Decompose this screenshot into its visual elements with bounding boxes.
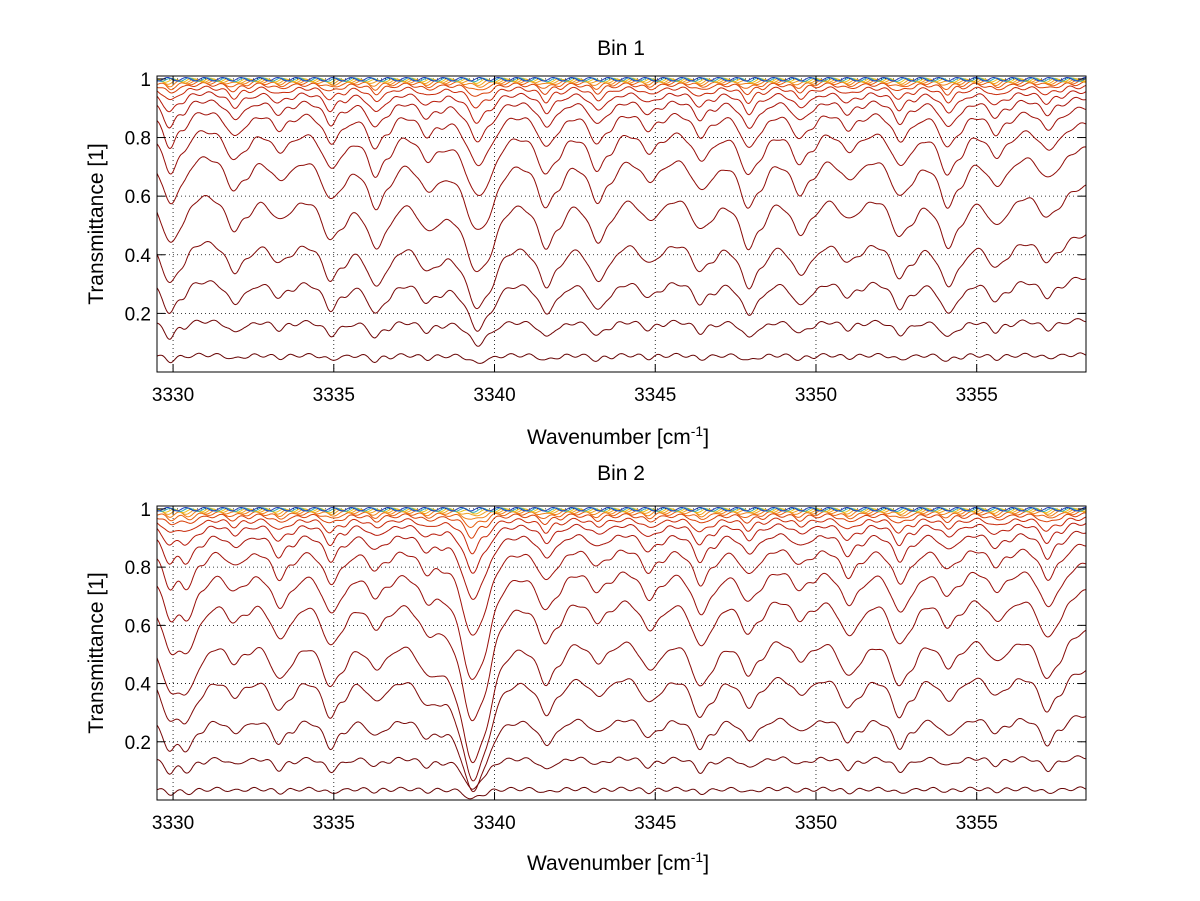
y-tick-label: 1 <box>140 500 151 521</box>
grid <box>157 506 1086 800</box>
series-line <box>156 589 1086 722</box>
series-line <box>156 234 1087 310</box>
x-axis-label-main: Wavenumber [cm <box>527 426 691 449</box>
x-axis-label: Wavenumber [cm-1] <box>527 423 709 449</box>
x-axis-label-suffix: ] <box>703 426 709 449</box>
series-line <box>156 755 1087 790</box>
x-tick-label: 3355 <box>956 813 998 834</box>
x-tick-label: 3350 <box>795 385 837 406</box>
series-line <box>156 786 1087 800</box>
axes-box <box>156 505 1087 801</box>
series-line <box>156 516 1087 555</box>
x-tick-label: 3340 <box>473 813 515 834</box>
series-line <box>156 106 1087 167</box>
series-line <box>156 184 1087 273</box>
panel-bin-1: Bin 1 3330 3335 3340 3345 3350 3355 0.2 0.4 0.6 0… <box>85 37 1087 449</box>
x-tick-label: 3350 <box>795 813 837 834</box>
series-line <box>156 146 1087 230</box>
ticks: 3330 3335 3340 3345 3350 3355 0.2 0.4 0.6 0.8 1 <box>125 70 1086 406</box>
series-line <box>156 522 1087 574</box>
series-line <box>156 81 1087 97</box>
x-axis-label-superscript: -1 <box>691 423 704 439</box>
x-tick-label: 3355 <box>956 385 998 406</box>
plot-title: Bin 2 <box>597 462 645 485</box>
y-tick-label: 0.4 <box>125 246 152 267</box>
series-line <box>156 670 1087 782</box>
x-tick-label: 3345 <box>634 813 676 834</box>
y-tick-label: 0.4 <box>125 675 152 696</box>
y-tick-label: 0.6 <box>125 616 151 637</box>
series-line <box>156 352 1087 364</box>
series-line <box>156 629 1087 764</box>
x-axis-label-main: Wavenumber [cm <box>527 852 691 875</box>
series-line <box>156 276 1087 332</box>
ticks: 3330 3335 3340 3345 3350 3355 0.2 0.4 0.6 0.8 1 <box>125 500 1086 834</box>
x-axis-label: Wavenumber [cm-1] <box>527 849 709 875</box>
y-tick-label: 0.8 <box>125 129 151 150</box>
x-tick-label: 3345 <box>634 385 676 406</box>
x-tick-label: 3330 <box>152 385 194 406</box>
x-tick-label: 3340 <box>473 385 515 406</box>
y-tick-label: 0.2 <box>125 304 151 325</box>
series-line <box>156 715 1087 793</box>
series-group <box>156 77 1087 364</box>
series-line <box>156 562 1087 680</box>
series-line <box>156 77 1086 82</box>
x-tick-label: 3330 <box>152 813 194 834</box>
series-line <box>156 530 1087 600</box>
x-axis-label-suffix: ] <box>703 852 709 875</box>
y-axis-label: Transmittance [1] <box>85 143 108 304</box>
panel-bin-2: Bin 2 3330 3335 3340 3345 3350 3355 0.2 0.4 0.6 0… <box>85 462 1087 875</box>
series-line <box>156 507 1086 512</box>
axes-box <box>156 75 1087 373</box>
x-tick-label: 3335 <box>313 813 355 834</box>
y-tick-label: 0.2 <box>125 733 151 754</box>
series-group <box>156 507 1087 800</box>
series-line <box>156 512 1087 539</box>
y-tick-label: 0.8 <box>125 558 151 579</box>
x-axis-label-superscript: -1 <box>691 849 704 865</box>
plot-title: Bin 1 <box>597 37 645 60</box>
series-line <box>156 543 1087 636</box>
series-line <box>156 90 1087 124</box>
y-tick-label: 0.6 <box>125 187 151 208</box>
series-line <box>156 318 1087 347</box>
series-line <box>156 96 1087 143</box>
series-line <box>156 122 1087 196</box>
series-line <box>156 84 1087 109</box>
y-tick-label: 1 <box>140 70 151 91</box>
x-tick-label: 3335 <box>313 385 355 406</box>
y-axis-label: Transmittance [1] <box>85 572 108 733</box>
